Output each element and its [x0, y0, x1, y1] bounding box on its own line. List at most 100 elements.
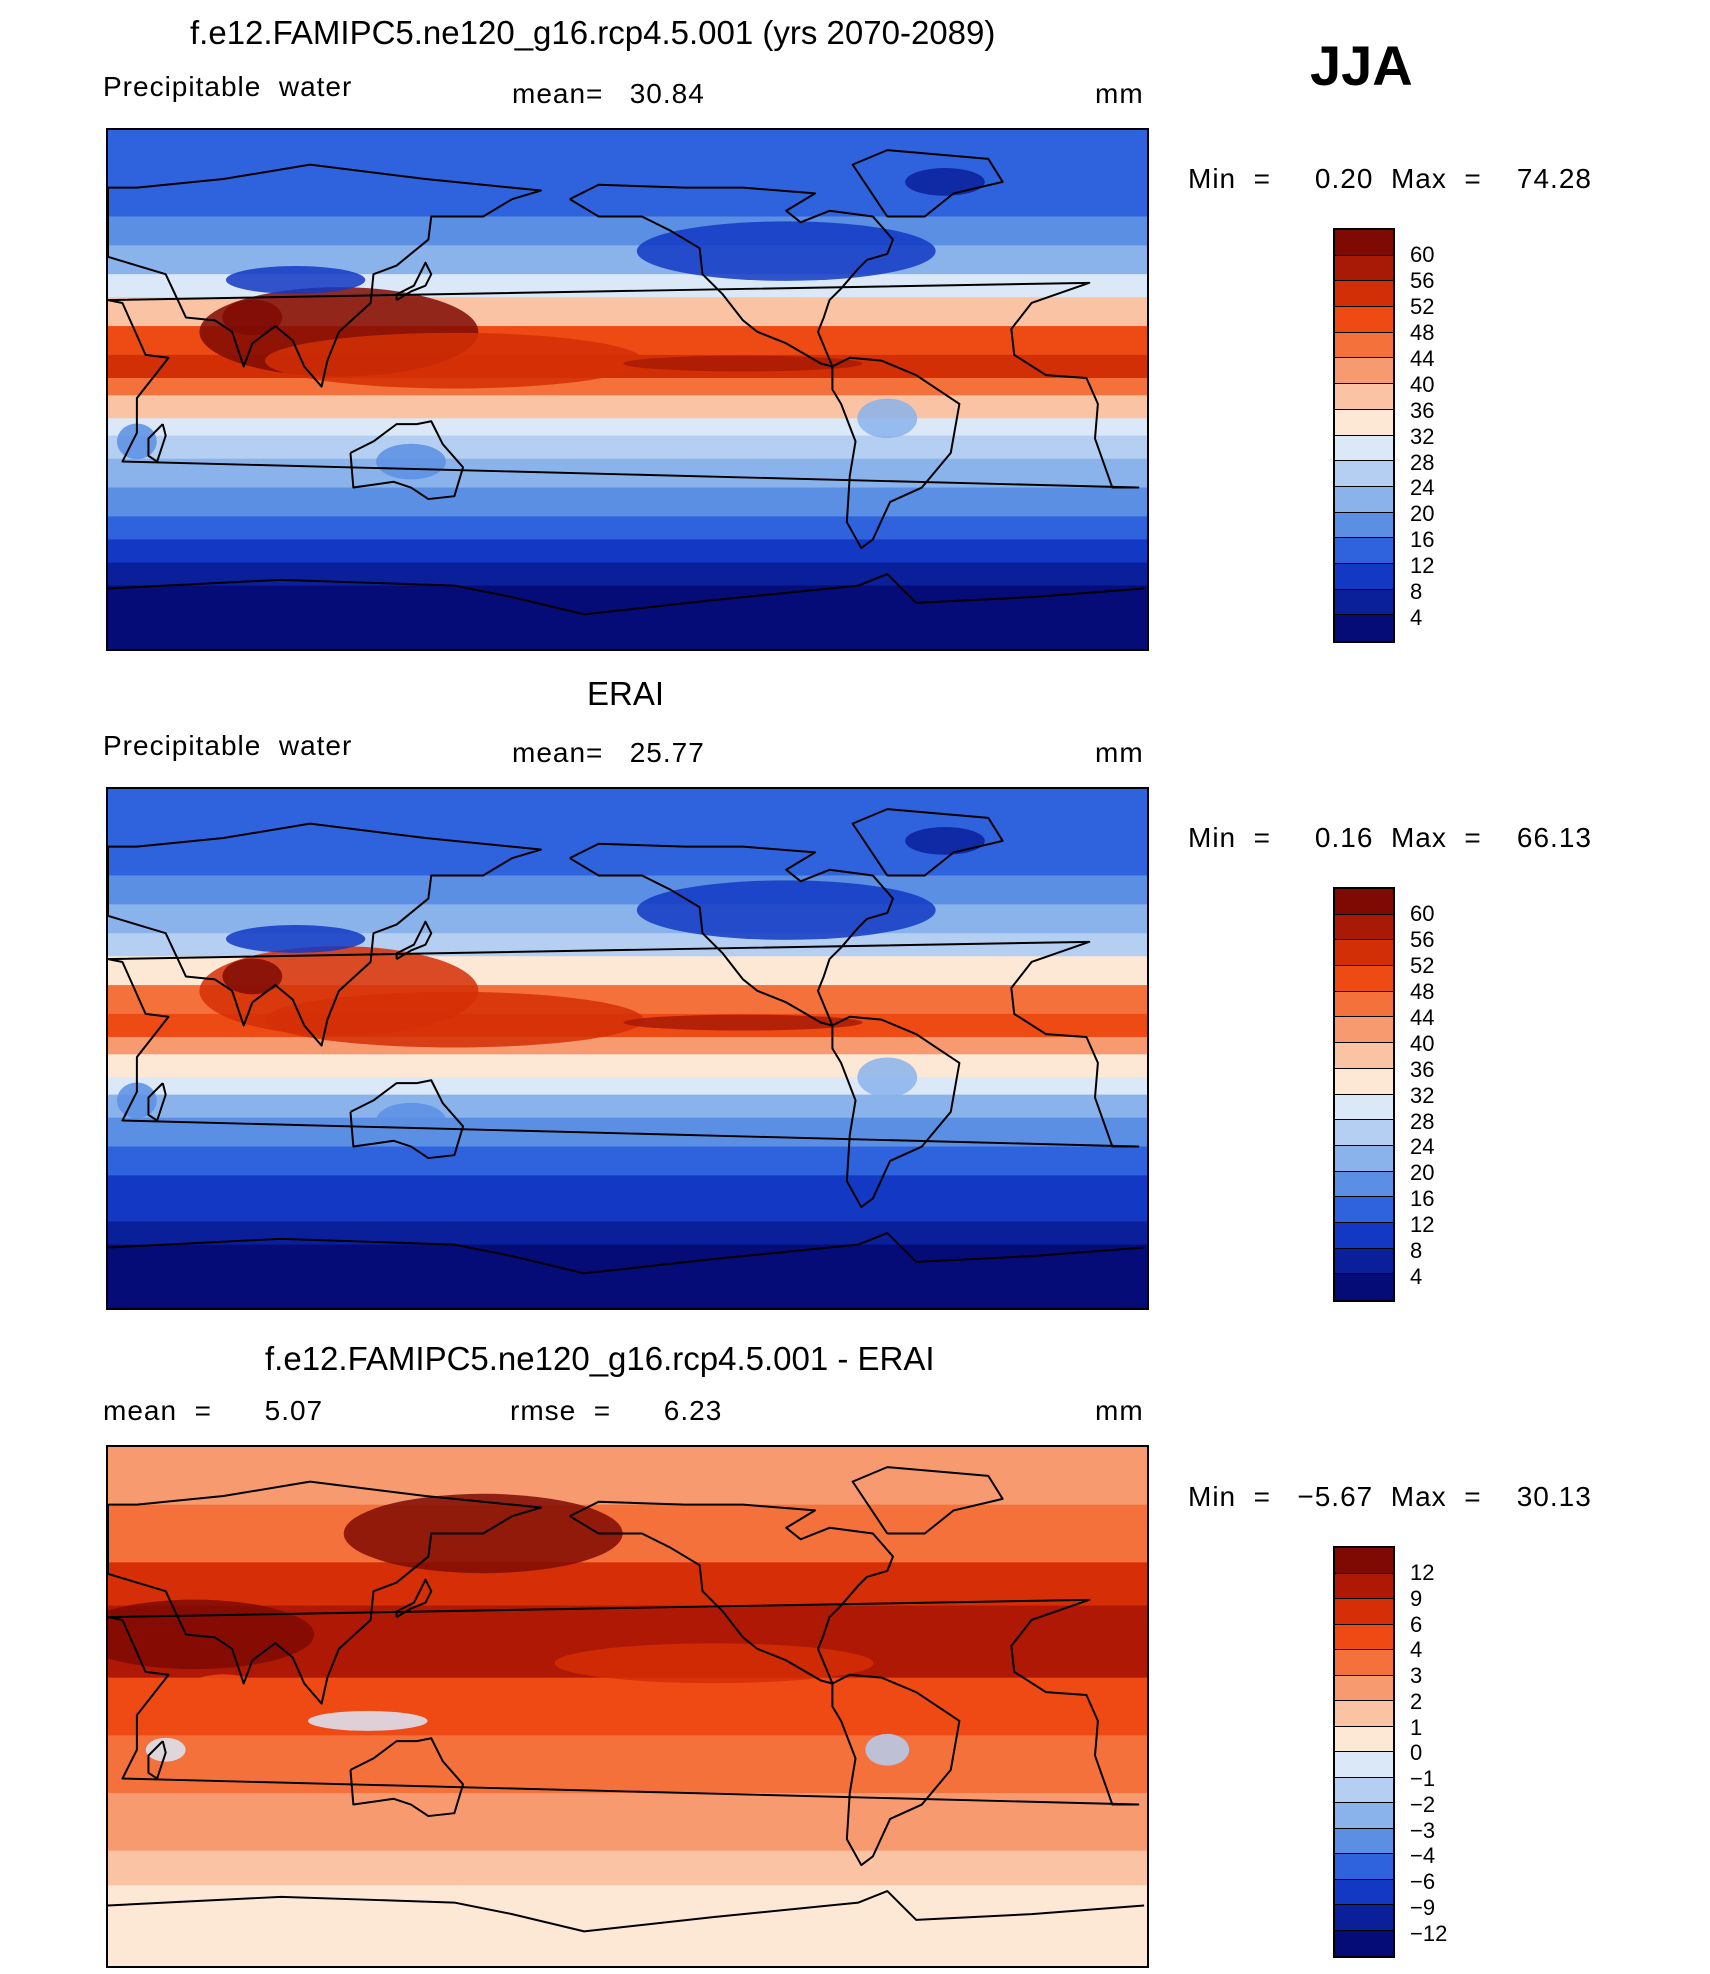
colorbar-swatch: [1335, 563, 1393, 590]
field-band: [108, 1850, 1147, 1886]
colorbar-swatch: [1335, 615, 1393, 641]
panel-3-title: f.e12.FAMIPC5.ne120_g16.rcp4.5.001 - ERA…: [265, 1340, 935, 1377]
coastline: [147, 1740, 167, 1780]
coastline: [108, 1480, 542, 1705]
field-blob: [905, 168, 985, 196]
field-blob: [225, 925, 366, 953]
colorbar-tick-label: 4: [1410, 1264, 1423, 1290]
colorbar-swatch: [1335, 1222, 1393, 1249]
colorbar-tick-label: 32: [1410, 423, 1435, 449]
colorbar-tick-label: 40: [1410, 1030, 1435, 1056]
colorbar-swatch: [1335, 1650, 1393, 1676]
panel-2-minmax: Min = 0.16 Max = 66.13: [1188, 822, 1592, 853]
field-band: [108, 1677, 1147, 1736]
colorbar-tick-label: 12: [1410, 553, 1435, 579]
panel-2-map-canvas: [108, 789, 1147, 1308]
field-blob: [857, 398, 918, 439]
colorbar-swatch: [1335, 1752, 1393, 1778]
field-band: [108, 1036, 1147, 1055]
panel-1-map-canvas: [108, 130, 1147, 649]
panel-1-minmax: Min = 0.20 Max = 74.28: [1188, 163, 1592, 194]
colorbar-swatch: [1335, 1017, 1393, 1044]
field-band: [108, 1198, 1147, 1222]
field-band: [108, 516, 1147, 540]
coastline: [569, 183, 894, 368]
field-blob: [636, 221, 936, 281]
panel-2-map: [106, 787, 1149, 1310]
field-band: [108, 875, 1147, 905]
colorbar-swatch: [1335, 358, 1393, 385]
panel-2-field-label: Precipitable water: [103, 730, 353, 761]
colorbar-swatch: [1335, 889, 1393, 915]
coastline: [108, 281, 1140, 489]
colorbar-swatch: [1335, 1726, 1393, 1752]
field-blob: [376, 1102, 446, 1139]
colorbar-swatch: [1335, 230, 1393, 256]
panel-1-title: f.e12.FAMIPC5.ne120_g16.rcp4.5.001 (yrs …: [190, 14, 996, 51]
coastline: [569, 1500, 894, 1685]
colorbar-swatch: [1335, 1145, 1393, 1172]
field-blob: [225, 266, 366, 294]
coastline: [349, 1737, 465, 1818]
field-blob: [554, 1643, 874, 1684]
colorbar-tick-label: 16: [1410, 527, 1435, 553]
colorbar-tick-label: −2: [1410, 1791, 1436, 1817]
field-band: [108, 1244, 1147, 1308]
colorbar-swatch: [1335, 1854, 1393, 1880]
colorbar-tick-label: 40: [1410, 371, 1435, 397]
colorbar-swatch: [1335, 1068, 1393, 1095]
colorbar-swatch: [1335, 461, 1393, 487]
field-band: [108, 377, 1147, 396]
colorbar-tick-label: −3: [1410, 1817, 1436, 1843]
colorbar-swatch: [1335, 1248, 1393, 1275]
colorbar-tick-label: 28: [1410, 449, 1435, 475]
coastline: [851, 149, 1004, 218]
colorbar-tick-label: 12: [1410, 1212, 1435, 1238]
colorbar-tick-label: 24: [1410, 475, 1435, 501]
panel-1-units: mm: [1095, 78, 1144, 109]
colorbar-swatch: [1335, 966, 1393, 992]
colorbar-swatch: [1335, 435, 1393, 462]
field-band: [108, 1221, 1147, 1246]
coastline: [395, 1578, 433, 1618]
field-band: [108, 539, 1147, 563]
field-band: [108, 418, 1147, 437]
field-blob: [222, 958, 283, 995]
panel-1-colorbar: [1333, 228, 1395, 643]
colorbar-tick-label: 2: [1410, 1688, 1423, 1714]
field-blob: [116, 423, 157, 460]
coastline: [831, 356, 961, 550]
colorbar-tick-label: −9: [1410, 1894, 1436, 1920]
colorbar-tick-label: 6: [1410, 1611, 1423, 1637]
field-blob: [905, 827, 985, 855]
coastline: [349, 420, 465, 501]
colorbar-swatch: [1335, 940, 1393, 967]
colorbar-tick-label: −12: [1410, 1920, 1448, 1946]
panel-3-colorbar: [1333, 1546, 1395, 1958]
field-band: [108, 1094, 1147, 1119]
field-band: [108, 1054, 1147, 1078]
colorbar-swatch: [1335, 1274, 1393, 1300]
colorbar-tick-label: 24: [1410, 1134, 1435, 1160]
field-blob: [116, 1082, 157, 1119]
panel-3-units: mm: [1095, 1395, 1144, 1426]
colorbar-tick-label: 36: [1410, 397, 1435, 423]
colorbar-tick-label: 20: [1410, 501, 1435, 527]
field-blob: [307, 1710, 428, 1731]
colorbar-tick-label: 8: [1410, 579, 1423, 605]
panel-3-map-canvas: [108, 1447, 1147, 1966]
colorbar-swatch: [1335, 589, 1393, 616]
colorbar-swatch: [1335, 1548, 1393, 1574]
colorbar-swatch: [1335, 332, 1393, 359]
colorbar-tick-label: 12: [1410, 1560, 1435, 1585]
field-blob: [857, 1057, 918, 1098]
colorbar-swatch: [1335, 1197, 1393, 1223]
colorbar-swatch: [1335, 1120, 1393, 1146]
colorbar-tick-label: 44: [1410, 1004, 1435, 1030]
coastline: [851, 1466, 1004, 1535]
colorbar-tick-label: 32: [1410, 1082, 1435, 1108]
field-blob: [222, 299, 283, 336]
colorbar-tick-label: 52: [1410, 952, 1435, 978]
panel-2-units: mm: [1095, 737, 1144, 768]
colorbar-tick-label: 28: [1410, 1108, 1435, 1134]
